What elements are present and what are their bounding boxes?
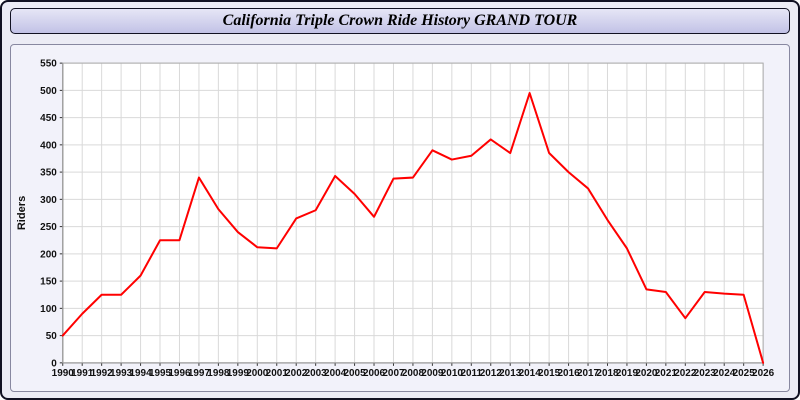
svg-text:1995: 1995 <box>149 368 172 379</box>
svg-text:1991: 1991 <box>71 368 94 379</box>
svg-text:2011: 2011 <box>461 368 483 379</box>
chart-title-bar: California Triple Crown Ride History GRA… <box>10 8 790 34</box>
svg-text:2008: 2008 <box>402 368 425 379</box>
svg-text:2021: 2021 <box>655 368 678 379</box>
svg-text:2000: 2000 <box>246 368 269 379</box>
svg-text:2025: 2025 <box>733 368 756 379</box>
svg-text:2022: 2022 <box>674 368 697 379</box>
svg-text:2005: 2005 <box>344 368 367 379</box>
svg-text:2010: 2010 <box>441 368 464 379</box>
svg-text:250: 250 <box>40 222 57 233</box>
svg-text:1992: 1992 <box>91 368 114 379</box>
svg-text:1998: 1998 <box>207 368 230 379</box>
svg-text:2015: 2015 <box>538 368 561 379</box>
svg-text:1997: 1997 <box>188 368 211 379</box>
svg-text:1996: 1996 <box>168 368 191 379</box>
svg-text:2014: 2014 <box>519 368 542 379</box>
svg-text:2007: 2007 <box>382 368 405 379</box>
svg-text:2024: 2024 <box>713 368 736 379</box>
svg-text:0: 0 <box>51 358 57 369</box>
svg-text:2006: 2006 <box>363 368 386 379</box>
svg-text:1999: 1999 <box>227 368 250 379</box>
svg-text:500: 500 <box>40 86 57 97</box>
svg-text:550: 550 <box>40 59 57 70</box>
svg-text:1990: 1990 <box>52 368 75 379</box>
svg-text:Riders: Riders <box>16 196 28 230</box>
svg-text:2023: 2023 <box>694 368 717 379</box>
svg-text:1994: 1994 <box>129 368 152 379</box>
svg-text:100: 100 <box>40 304 57 315</box>
svg-text:2003: 2003 <box>305 368 328 379</box>
svg-text:2013: 2013 <box>499 368 522 379</box>
svg-text:2019: 2019 <box>616 368 639 379</box>
svg-text:2026: 2026 <box>752 368 775 379</box>
svg-text:2018: 2018 <box>596 368 619 379</box>
svg-text:200: 200 <box>40 249 57 260</box>
svg-text:2009: 2009 <box>421 368 444 379</box>
svg-text:50: 50 <box>46 331 57 342</box>
svg-text:300: 300 <box>40 195 57 206</box>
chart-panel: 0 50 100 150 200 250 300 350 400 450 500 550 1990 199… <box>10 44 790 392</box>
svg-text:2020: 2020 <box>635 368 658 379</box>
svg-text:450: 450 <box>40 113 57 124</box>
svg-text:2004: 2004 <box>324 368 347 379</box>
svg-text:2001: 2001 <box>266 368 289 379</box>
svg-text:2016: 2016 <box>558 368 581 379</box>
svg-text:2002: 2002 <box>285 368 308 379</box>
svg-text:2012: 2012 <box>480 368 503 379</box>
svg-text:350: 350 <box>40 168 57 179</box>
chart-canvas: 0501001502002503003504004505005501990199… <box>16 59 775 379</box>
chart-title: California Triple Crown Ride History GRA… <box>222 12 578 29</box>
svg-text:400: 400 <box>40 140 57 151</box>
svg-text:1993: 1993 <box>110 368 133 379</box>
svg-text:2017: 2017 <box>577 368 600 379</box>
svg-text:150: 150 <box>40 277 57 288</box>
